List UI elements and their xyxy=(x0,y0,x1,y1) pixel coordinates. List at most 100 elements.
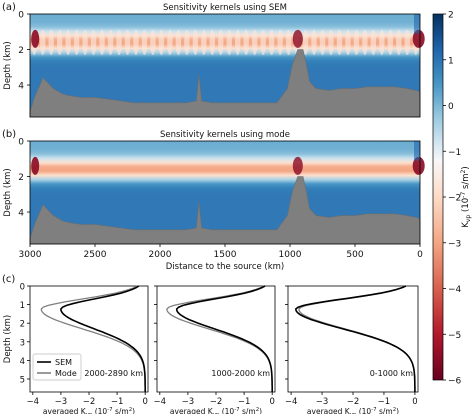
x-tick-label: −1 xyxy=(111,397,124,407)
colorbar-tick-label: −2 xyxy=(448,194,461,204)
kernel-hotspot xyxy=(412,156,425,175)
kernel-edge xyxy=(414,14,420,34)
kernel-edge xyxy=(414,141,420,161)
kernel-lobe xyxy=(285,29,292,56)
y-tick-label: 4 xyxy=(18,209,24,219)
x-tick-label: −3 xyxy=(55,397,68,407)
kernel-hotspot xyxy=(31,29,40,48)
colorbar-label: Kvp (10-7 s/m2) xyxy=(460,166,472,228)
kernel-lobe xyxy=(48,29,54,56)
y-tick-label: 5 xyxy=(20,375,25,385)
x-tick-label: 0 xyxy=(142,397,147,407)
kernel-hotspot xyxy=(292,29,303,48)
x-tick-label: −2 xyxy=(210,397,223,407)
x-axis-label: averaged Kvp (10-7 s/m2) xyxy=(43,407,135,414)
x-tick-label: 3000 xyxy=(19,250,42,260)
x-axis-label: averaged Kvp (10-7 s/m2) xyxy=(170,407,262,414)
y-tick-label: 2 xyxy=(18,173,24,183)
kernel-hotspot xyxy=(412,29,425,48)
kernel-lobe xyxy=(141,29,148,56)
kernel-lobe xyxy=(192,29,199,56)
y-tick-label: 4 xyxy=(18,82,24,92)
x-tick-label: 500 xyxy=(346,250,363,260)
kernel-lobe xyxy=(396,29,402,56)
colorbar-tick-label: 2 xyxy=(448,11,454,21)
colorbar-tick-label: −5 xyxy=(448,331,461,341)
colorbar-bar xyxy=(432,13,444,381)
kernel-lobe xyxy=(175,29,182,56)
y-axis-label: Depth (km) xyxy=(3,41,13,89)
kernel-lobe xyxy=(209,29,215,56)
x-tick-label: −4 xyxy=(285,397,298,407)
kernel-lobe xyxy=(167,29,173,56)
x-tick-label: 1000 xyxy=(279,250,302,260)
x-tick-label: 2000 xyxy=(149,250,172,260)
x-tick-label: −2 xyxy=(83,397,96,407)
kernel-lobe xyxy=(150,29,156,56)
kernel-lobe xyxy=(124,29,131,56)
x-tick-label: −2 xyxy=(347,397,360,407)
kernel-hotspot xyxy=(292,156,303,175)
y-tick-label: 0 xyxy=(20,283,25,293)
y-axis-label: Depth (km) xyxy=(3,168,13,216)
y-tick-label: 4 xyxy=(20,357,25,367)
y-tick-label: 0 xyxy=(18,138,24,148)
colorbar-tick-label: −3 xyxy=(448,239,461,249)
x-tick-label: 0 xyxy=(417,250,423,260)
x-tick-label: 0 xyxy=(269,397,274,407)
kernel-lobe xyxy=(328,29,334,56)
x-axis-label: averaged Kvp (10-7 s/m2) xyxy=(307,407,399,414)
kernel-lobe xyxy=(404,29,410,56)
kernel-lobe xyxy=(235,29,241,56)
x-tick-label: −4 xyxy=(27,397,40,407)
y-tick-label: 2 xyxy=(18,46,24,56)
y-tick-label: 3 xyxy=(20,338,25,348)
y-axis-label: Depth (km) xyxy=(3,315,13,363)
panel-b-x-axis: 3000 2500 2000 1500 1000 500 0 Distance to the … xyxy=(19,244,423,272)
profile-panel-3: −4 −3 −2 −1 0 averaged Kvp (10-7 s/m2) 0-1000 … xyxy=(285,285,419,414)
y-tick-label: 2 xyxy=(20,320,25,330)
kernel-lobe xyxy=(353,29,360,56)
seafloor xyxy=(29,49,421,118)
series-sem-line xyxy=(294,285,416,392)
panel-label: (b) xyxy=(2,129,16,140)
legend-label: SEM xyxy=(55,358,72,367)
panel-label: (c) xyxy=(2,274,15,285)
kernel-lobe xyxy=(370,29,377,56)
x-tick-label: −1 xyxy=(238,397,251,407)
kernel-lobe xyxy=(260,29,266,56)
kernel-lobe xyxy=(184,29,190,56)
kernel-lobe xyxy=(116,29,122,56)
colorbar-tick-label: −6 xyxy=(448,377,462,387)
kernel-lobe xyxy=(379,29,385,56)
kernel-lobe xyxy=(336,29,343,56)
range-annotation: 0-1000 km xyxy=(370,369,414,378)
profile-panel-2: −4 −3 −2 −1 0 averaged Kvp (10-7 s/m2) 1000-20… xyxy=(154,285,276,414)
kernel-lobe xyxy=(158,29,165,56)
x-tick-label: 1500 xyxy=(214,250,237,260)
range-annotation: 1000-2000 km xyxy=(211,369,270,378)
kernel-lobe xyxy=(99,29,105,56)
x-tick-label: −4 xyxy=(154,397,167,407)
y-tick-label: 0 xyxy=(18,11,24,21)
chart-title: Sensitivity kernels using mode xyxy=(160,130,290,140)
kernel-lobe xyxy=(226,29,232,56)
colorbar-tick-label: −1 xyxy=(448,148,461,158)
kernel-lobe xyxy=(302,29,309,56)
kernel-lobe xyxy=(268,29,275,56)
series-sem-line xyxy=(60,285,146,392)
legend-label: Mode xyxy=(55,369,77,378)
kernel-lobe xyxy=(107,29,114,56)
kernel-lobe xyxy=(133,29,139,56)
kernel-lobe xyxy=(277,29,283,56)
kernel-lobe xyxy=(362,29,368,56)
x-tick-label: −3 xyxy=(182,397,195,407)
kernel-lobe xyxy=(82,29,88,56)
colorbar-tick-label: 1 xyxy=(448,56,454,66)
kernel-lobe xyxy=(90,29,97,56)
kernel-lobe xyxy=(56,29,63,56)
kernel-lobe xyxy=(251,29,258,56)
profile-panel-1: −4 −3 −2 −1 0 averaged Kvp (10-7 s/m2) 0 1 2 3 4 5 2… xyxy=(20,283,149,414)
panel-b: 0 2 4 Depth (km) Sensitivity kernels using m… xyxy=(2,129,425,245)
